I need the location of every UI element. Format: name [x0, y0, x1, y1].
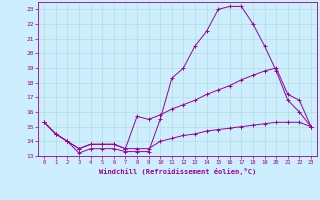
X-axis label: Windchill (Refroidissement éolien,°C): Windchill (Refroidissement éolien,°C) — [99, 168, 256, 175]
